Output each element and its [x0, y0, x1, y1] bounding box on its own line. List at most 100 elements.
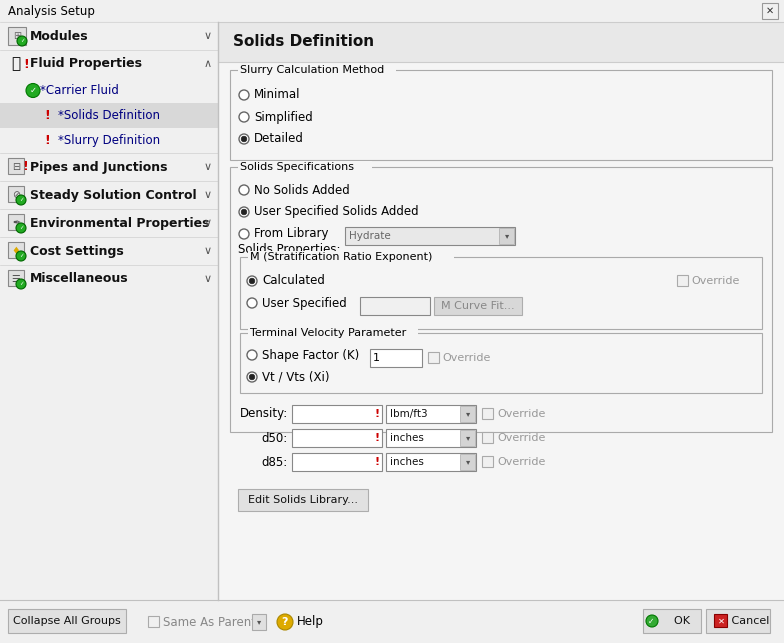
Text: 🧪: 🧪: [12, 57, 20, 71]
Bar: [218, 22, 784, 62]
Bar: [386, 405, 476, 423]
Text: ?: ?: [281, 617, 289, 627]
Text: Solids Definition: Solids Definition: [233, 35, 374, 50]
Circle shape: [241, 136, 247, 142]
Text: ✒: ✒: [12, 218, 20, 228]
Bar: [0, 237, 218, 265]
Bar: [460, 430, 475, 446]
Text: Shape Factor (K): Shape Factor (K): [262, 349, 359, 361]
Bar: [386, 429, 476, 447]
Text: Cancel: Cancel: [707, 616, 769, 626]
Bar: [482, 408, 493, 419]
Text: Collapse All Groups: Collapse All Groups: [13, 616, 121, 626]
Text: Override: Override: [497, 409, 546, 419]
Bar: [148, 616, 159, 627]
Circle shape: [239, 207, 249, 217]
Bar: [0, 22, 218, 600]
Bar: [8, 186, 24, 202]
Text: *Solids Definition: *Solids Definition: [58, 109, 160, 122]
Text: ✓: ✓: [19, 253, 24, 258]
Text: !: !: [44, 109, 50, 122]
Circle shape: [239, 90, 249, 100]
Bar: [0, 0, 784, 22]
Bar: [238, 161, 372, 173]
Bar: [240, 333, 762, 393]
Bar: [230, 167, 772, 432]
Text: Solids Properties:: Solids Properties:: [238, 242, 340, 255]
Bar: [292, 453, 382, 471]
Circle shape: [241, 209, 247, 215]
Text: ✕: ✕: [766, 6, 774, 16]
Text: Pipes and Junctions: Pipes and Junctions: [30, 161, 168, 174]
Bar: [360, 297, 430, 315]
Text: Modules: Modules: [30, 30, 89, 42]
Text: Solids Specifications: Solids Specifications: [240, 162, 354, 172]
Bar: [460, 454, 475, 470]
Text: Same As Parent: Same As Parent: [163, 615, 256, 628]
Text: Steady Solution Control: Steady Solution Control: [30, 188, 197, 201]
Text: inches: inches: [390, 457, 424, 467]
Circle shape: [239, 229, 249, 239]
Text: Override: Override: [497, 433, 546, 443]
Circle shape: [16, 251, 26, 261]
Bar: [248, 251, 454, 263]
Text: ✓: ✓: [19, 282, 24, 287]
Bar: [677, 275, 688, 286]
Text: Edit Solids Library...: Edit Solids Library...: [248, 495, 358, 505]
Bar: [0, 153, 218, 181]
Text: d85:: d85:: [262, 455, 288, 469]
Bar: [499, 228, 514, 244]
Text: 1: 1: [373, 353, 380, 363]
Circle shape: [239, 112, 249, 122]
Text: !: !: [375, 433, 379, 443]
Bar: [8, 214, 24, 230]
Text: ✓: ✓: [648, 617, 654, 626]
Bar: [482, 456, 493, 467]
Text: ▾: ▾: [466, 410, 470, 419]
Circle shape: [249, 374, 255, 380]
Text: ▾: ▾: [466, 433, 470, 442]
Circle shape: [247, 276, 257, 286]
Bar: [8, 242, 24, 258]
Text: Detailed: Detailed: [254, 132, 304, 145]
Text: Cost Settings: Cost Settings: [30, 244, 124, 257]
Bar: [0, 600, 784, 643]
Bar: [428, 352, 439, 363]
Text: ∨: ∨: [204, 246, 212, 256]
Text: Calculated: Calculated: [262, 275, 325, 287]
Text: M Curve Fit...: M Curve Fit...: [441, 301, 515, 311]
Circle shape: [247, 372, 257, 382]
Circle shape: [16, 223, 26, 233]
Bar: [386, 453, 476, 471]
Text: Override: Override: [497, 457, 546, 467]
Bar: [460, 406, 475, 422]
Bar: [0, 50, 218, 78]
Text: User Specified: User Specified: [262, 296, 347, 309]
Text: User Specified Solids Added: User Specified Solids Added: [254, 206, 419, 219]
Text: From Library: From Library: [254, 228, 328, 240]
Bar: [0, 181, 218, 209]
Circle shape: [16, 195, 26, 205]
Circle shape: [239, 134, 249, 144]
Bar: [714, 614, 727, 627]
Bar: [370, 349, 422, 367]
Text: Environmental Properties: Environmental Properties: [30, 217, 209, 230]
Text: !: !: [23, 57, 29, 71]
Circle shape: [646, 615, 658, 627]
Bar: [0, 22, 218, 50]
Text: Fluid Properties: Fluid Properties: [30, 57, 142, 71]
Bar: [706, 609, 770, 633]
Text: ✕: ✕: [717, 617, 724, 626]
Text: Vt / Vts (Xi): Vt / Vts (Xi): [262, 370, 329, 383]
Text: ▾: ▾: [257, 617, 261, 626]
Text: *Carrier Fluid: *Carrier Fluid: [40, 84, 119, 97]
Text: ∨: ∨: [204, 31, 212, 41]
Text: ✓: ✓: [19, 226, 24, 230]
Text: Help: Help: [297, 615, 324, 628]
Text: inches: inches: [390, 433, 424, 443]
Bar: [8, 158, 24, 174]
Circle shape: [277, 614, 293, 630]
Text: ∧: ∧: [204, 59, 212, 69]
Text: ☰: ☰: [12, 274, 20, 284]
Text: ▾: ▾: [466, 458, 470, 467]
